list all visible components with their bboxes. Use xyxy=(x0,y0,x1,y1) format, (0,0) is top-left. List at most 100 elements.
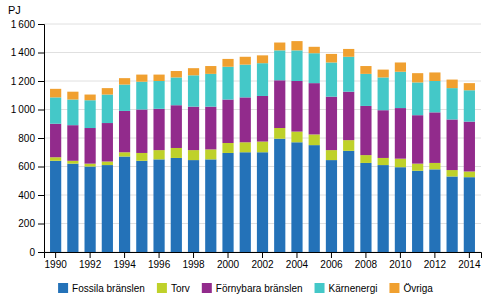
bar xyxy=(309,83,320,134)
bar xyxy=(429,112,440,163)
bar xyxy=(464,90,475,121)
bar xyxy=(222,100,233,143)
bar xyxy=(378,165,389,252)
bar xyxy=(274,128,285,139)
bar xyxy=(67,92,78,100)
bar xyxy=(309,134,320,145)
x-tick: 1992 xyxy=(79,252,102,270)
x-axis-line xyxy=(45,253,482,259)
x-tick: 1990 xyxy=(45,252,68,270)
bar xyxy=(360,106,371,155)
chart-svg: 02004006008001 0001 2001 4001 6001990199… xyxy=(0,0,491,302)
legend-swatch xyxy=(202,283,212,293)
bar xyxy=(326,54,337,63)
bar xyxy=(136,153,147,161)
bar xyxy=(102,123,113,161)
x-tick-mark xyxy=(434,252,435,258)
bar xyxy=(205,107,216,150)
legend-label: Fossila bränslen xyxy=(72,283,145,294)
bar xyxy=(85,164,96,167)
y-tick-mark xyxy=(38,81,44,82)
bar xyxy=(85,95,96,101)
bar xyxy=(240,65,251,98)
bar xyxy=(50,161,61,252)
x-tick: 2014 xyxy=(458,252,481,270)
legend-swatch xyxy=(157,283,167,293)
x-tick: 2012 xyxy=(424,252,447,270)
y-tick-mark xyxy=(38,138,44,139)
x-tick-mark xyxy=(228,252,229,258)
legend-item: Förnybara bränslen xyxy=(202,283,303,294)
bar xyxy=(50,124,61,157)
bar xyxy=(136,82,147,110)
y-tick: 1 400 xyxy=(11,47,44,58)
bar xyxy=(188,160,199,252)
x-tick-label: 2002 xyxy=(251,259,274,270)
x-tick: 2004 xyxy=(286,252,309,270)
bar xyxy=(153,109,164,150)
bar xyxy=(50,97,61,123)
bar xyxy=(274,139,285,252)
bar xyxy=(291,132,302,143)
y-axis-label: PJ xyxy=(8,4,21,16)
bar xyxy=(119,85,130,111)
y-tick-mark xyxy=(38,195,44,196)
bar xyxy=(119,152,130,156)
bar xyxy=(343,151,354,252)
y-tick: 1 600 xyxy=(11,19,44,30)
y-tick-label: 0 xyxy=(29,247,35,258)
bar xyxy=(447,88,458,119)
bar xyxy=(395,167,406,252)
legend-label: Torv xyxy=(171,283,190,294)
bar xyxy=(67,161,78,164)
y-tick: 0 xyxy=(29,247,44,258)
bar xyxy=(291,81,302,132)
y-tick: 600 xyxy=(18,161,44,172)
bar xyxy=(274,43,285,51)
bar xyxy=(136,75,147,82)
bar xyxy=(67,100,78,126)
bar xyxy=(188,68,199,75)
legend-label: Kärnenergi xyxy=(329,283,378,294)
bar xyxy=(343,57,354,92)
bar xyxy=(85,100,96,128)
bar xyxy=(360,74,371,106)
y-tick-mark xyxy=(38,252,44,253)
y-tick-label: 200 xyxy=(18,218,35,229)
y-axis: 02004006008001 0001 2001 4001 600 xyxy=(11,19,45,258)
x-tick-label: 1996 xyxy=(148,259,171,270)
bar xyxy=(188,107,199,150)
bar xyxy=(378,77,389,110)
bar xyxy=(378,70,389,78)
bar xyxy=(153,75,164,81)
x-tick-label: 1990 xyxy=(45,259,68,270)
bar xyxy=(222,143,233,153)
bar xyxy=(429,81,440,112)
bar xyxy=(50,157,61,161)
bar xyxy=(447,80,458,89)
bar xyxy=(119,111,130,152)
legend-swatch xyxy=(389,283,399,293)
bar xyxy=(119,78,130,84)
y-tick-label: 1 200 xyxy=(11,76,36,87)
bar xyxy=(240,142,251,152)
bar xyxy=(326,62,337,96)
y-tick-mark xyxy=(38,167,44,168)
x-tick-label: 1998 xyxy=(182,259,205,270)
grid-line xyxy=(44,24,481,25)
bar xyxy=(309,53,320,83)
bar xyxy=(291,50,302,81)
bar xyxy=(360,163,371,252)
bar xyxy=(171,77,182,105)
bar-series xyxy=(50,139,475,252)
y-tick-mark xyxy=(38,53,44,54)
bar xyxy=(67,164,78,252)
y-tick: 400 xyxy=(18,190,44,201)
y-tick: 200 xyxy=(18,218,44,229)
legend-item: Fossila bränslen xyxy=(58,283,145,294)
bar xyxy=(102,162,113,166)
bar xyxy=(102,88,113,94)
y-axis-line xyxy=(38,25,45,253)
bar xyxy=(136,161,147,252)
bar xyxy=(153,159,164,252)
